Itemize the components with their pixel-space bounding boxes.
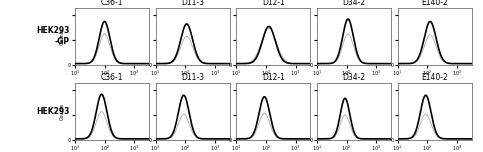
Title: E140-2: E140-2 xyxy=(421,73,448,82)
Title: C36-1: C36-1 xyxy=(101,0,123,7)
Title: D11-3: D11-3 xyxy=(181,73,204,82)
Y-axis label: Counts: Counts xyxy=(60,103,65,120)
Title: D12-1: D12-1 xyxy=(262,0,285,7)
Title: E140-2: E140-2 xyxy=(421,0,448,7)
Title: D11-3: D11-3 xyxy=(181,0,204,7)
Title: C36-1: C36-1 xyxy=(101,73,123,82)
Title: D34-2: D34-2 xyxy=(342,0,366,7)
Text: HEK293: HEK293 xyxy=(37,107,70,116)
Title: D34-2: D34-2 xyxy=(342,73,366,82)
Title: D12-1: D12-1 xyxy=(262,73,285,82)
Text: HEK293
-GP: HEK293 -GP xyxy=(37,26,70,46)
Y-axis label: Counts: Counts xyxy=(60,28,65,45)
